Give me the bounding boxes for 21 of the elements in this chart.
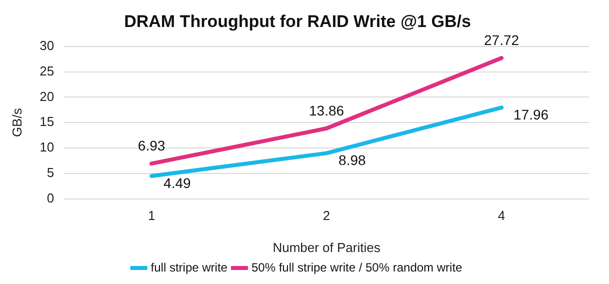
data-label: 13.86 bbox=[309, 102, 344, 118]
legend-label: full stripe write bbox=[150, 260, 228, 274]
y-tick-label: 25 bbox=[40, 63, 54, 78]
legend-label: 50% full stripe write / 50% random write bbox=[251, 260, 463, 274]
x-tick-label: 1 bbox=[148, 208, 156, 224]
data-label: 27.72 bbox=[484, 32, 520, 48]
chart-title: DRAM Throughput for RAID Write @1 GB/s bbox=[124, 12, 471, 31]
y-tick-label: 15 bbox=[40, 114, 54, 130]
y-tick-label: 10 bbox=[40, 140, 54, 155]
y-tick-label: 0 bbox=[46, 190, 54, 206]
data-label: 17.96 bbox=[514, 106, 549, 122]
x-axis-title: Number of Parities bbox=[272, 240, 381, 255]
y-tick-label: 30 bbox=[40, 38, 54, 53]
x-tick-label: 2 bbox=[322, 208, 330, 224]
y-tick-label: 20 bbox=[40, 88, 54, 104]
data-label: 6.93 bbox=[138, 137, 166, 154]
data-label: 4.49 bbox=[164, 174, 192, 191]
data-label: 8.98 bbox=[338, 152, 366, 168]
y-axis-title: GB/s bbox=[9, 108, 24, 138]
x-tick-label: 4 bbox=[498, 208, 506, 224]
y-tick-label: 5 bbox=[46, 164, 54, 180]
